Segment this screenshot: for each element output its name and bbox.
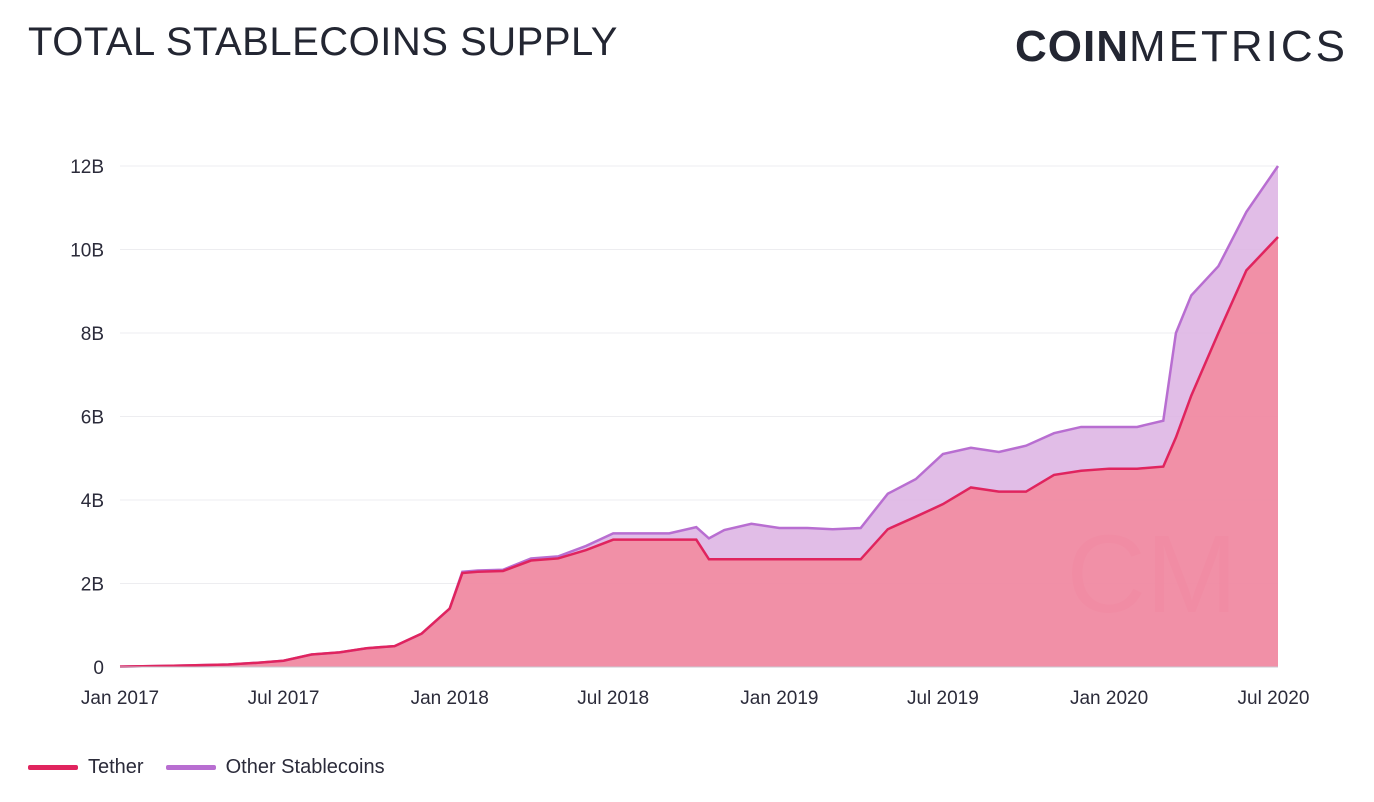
x-tick-label: Jul 2019 <box>907 688 979 709</box>
x-tick-label: Jul 2017 <box>248 688 320 709</box>
legend-label-tether: Tether <box>88 756 144 778</box>
x-tick-label: Jan 2019 <box>740 688 818 709</box>
logo-light-text: METRICS <box>1129 22 1348 71</box>
tether-swatch <box>28 765 78 770</box>
tether-line <box>119 236 1279 668</box>
chart-title: TOTAL STABLECOINS SUPPLY <box>28 20 618 64</box>
other-stablecoins-swatch <box>165 765 216 770</box>
legend-label-other: Other Stablecoins <box>225 756 385 778</box>
coinmetrics-logo: COINMETRICS <box>1015 22 1348 72</box>
chart-legend: Tether Other Stablecoins <box>28 756 385 779</box>
y-tick-label: 6B <box>81 408 104 429</box>
tether-area <box>120 236 1278 667</box>
x-tick-label: Jul 2018 <box>577 688 649 709</box>
x-tick-label: Jan 2018 <box>411 688 489 709</box>
x-tick-label: Jul 2020 <box>1238 688 1310 709</box>
legend-item-tether[interactable]: Tether <box>28 756 144 779</box>
y-tick-label: 8B <box>81 324 104 345</box>
y-tick-label: 12B <box>70 157 104 178</box>
logo-bold-text: COIN <box>1015 22 1129 71</box>
x-tick-label: Jan 2017 <box>81 688 159 709</box>
legend-item-other[interactable]: Other Stablecoins <box>165 756 385 779</box>
y-tick-label: 4B <box>81 491 104 512</box>
y-tick-label: 2B <box>81 575 104 596</box>
y-tick-label: 10B <box>70 241 104 262</box>
y-tick-label: 0 <box>93 658 104 679</box>
x-tick-label: Jan 2020 <box>1070 688 1148 709</box>
